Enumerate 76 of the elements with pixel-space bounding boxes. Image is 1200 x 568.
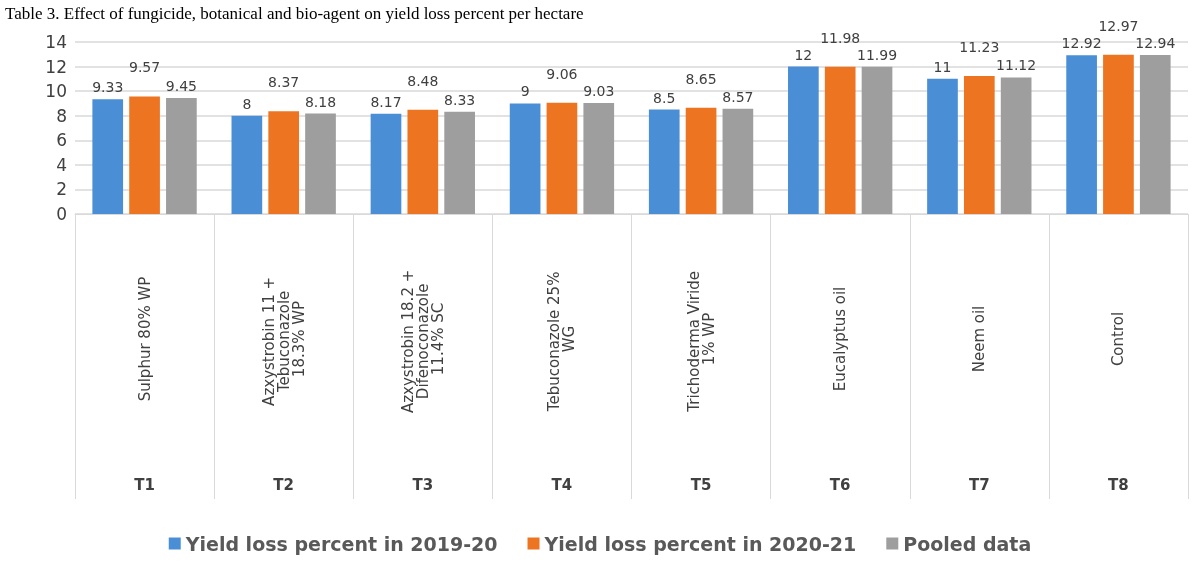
- data-label: 8.37: [268, 74, 300, 91]
- y-tick-label: 8: [56, 105, 67, 126]
- bar: [685, 107, 717, 214]
- bar: [407, 109, 439, 214]
- text: T8: [1108, 476, 1129, 494]
- bar: [927, 78, 958, 214]
- data-label: 9.03: [583, 83, 615, 100]
- data-label: 9: [520, 83, 530, 100]
- text: T5: [690, 476, 712, 494]
- legend-label: Yield loss percent in 2019-20: [184, 532, 498, 555]
- data-label: 11.12: [996, 57, 1037, 74]
- data-label: 9.57: [128, 59, 161, 76]
- bar: [92, 99, 124, 214]
- data-label: 9.45: [165, 77, 197, 94]
- text: T7: [968, 476, 990, 494]
- x-tick-label: Control: [1109, 311, 1128, 367]
- data-label: 8.17: [370, 93, 402, 110]
- y-tick-label: 10: [45, 81, 67, 102]
- bar: [1103, 54, 1134, 214]
- bar: [1000, 77, 1032, 214]
- text: T3: [412, 476, 434, 494]
- text: T4: [551, 476, 573, 494]
- bar: [824, 66, 856, 214]
- y-tick-label: 4: [56, 154, 67, 175]
- data-label: 8.5: [653, 89, 676, 106]
- data-label: 8.33: [444, 91, 476, 108]
- data-label: 8.65: [685, 70, 717, 87]
- bar: [370, 113, 402, 214]
- data-label: 12: [794, 46, 813, 63]
- y-tick-label: 0: [56, 204, 67, 224]
- bar: [129, 96, 160, 214]
- bar: [509, 103, 541, 214]
- bar: [583, 103, 615, 214]
- x-tick-label: Tebuconazole 25% WG: [545, 266, 579, 413]
- y-tick-label: 6: [56, 130, 67, 151]
- data-label: 12.92: [1061, 35, 1102, 52]
- data-label: 9.06: [546, 65, 578, 82]
- x-tick-label: Trichoderma Viride 1% WP: [684, 266, 718, 413]
- legend-label: Yield loss percent in 2020-21: [543, 532, 857, 555]
- bar: [861, 66, 893, 214]
- data-label: 8: [242, 95, 252, 112]
- bar: [546, 102, 578, 214]
- bar: [268, 111, 300, 214]
- x-tick-label: Eucalyptus oil: [831, 286, 850, 392]
- bar: [1066, 55, 1097, 214]
- data-label: 12.94: [1135, 35, 1176, 52]
- chart-title: Table 3. Effect of fungicide, botanical and bio-agent on yield loss percent per hectare: [5, 4, 584, 23]
- data-label: 12.97: [1098, 17, 1139, 34]
- x-tick-label: Azxystrobin 11 + Tebuconazole 18.3% WP: [259, 272, 308, 406]
- y-tick-label: 12: [45, 56, 67, 77]
- data-label: 11.98: [820, 29, 861, 46]
- bar: [166, 97, 197, 214]
- data-label: 11: [933, 58, 952, 75]
- text: T1: [134, 476, 155, 494]
- x-tick-label: Azxystrobin 18.2 + Difenoconazole 11.4% SC: [398, 264, 447, 414]
- bar: [722, 108, 754, 214]
- data-label: 11.23: [959, 39, 1000, 56]
- x-tick-label: Sulphur 80% WP: [135, 276, 154, 402]
- x-tick-label: Neem oil: [970, 305, 989, 373]
- bar: [963, 76, 995, 214]
- bar: [788, 66, 819, 214]
- text: T6: [829, 476, 851, 494]
- data-label: 8.18: [304, 93, 337, 110]
- bar: [444, 111, 475, 214]
- legend-label: Pooled data: [903, 532, 1032, 555]
- data-label: 11.99: [856, 46, 898, 63]
- bar: [305, 113, 336, 214]
- bar: [648, 109, 680, 214]
- data-label: 8.57: [722, 88, 754, 105]
- bar: [1139, 55, 1171, 214]
- y-tick-label: 2: [56, 179, 67, 200]
- bar: [231, 115, 263, 214]
- data-label: 9.33: [92, 79, 124, 96]
- data-label: 8.48: [407, 72, 439, 89]
- text: T2: [273, 476, 295, 494]
- y-tick-label: 14: [45, 32, 67, 52]
